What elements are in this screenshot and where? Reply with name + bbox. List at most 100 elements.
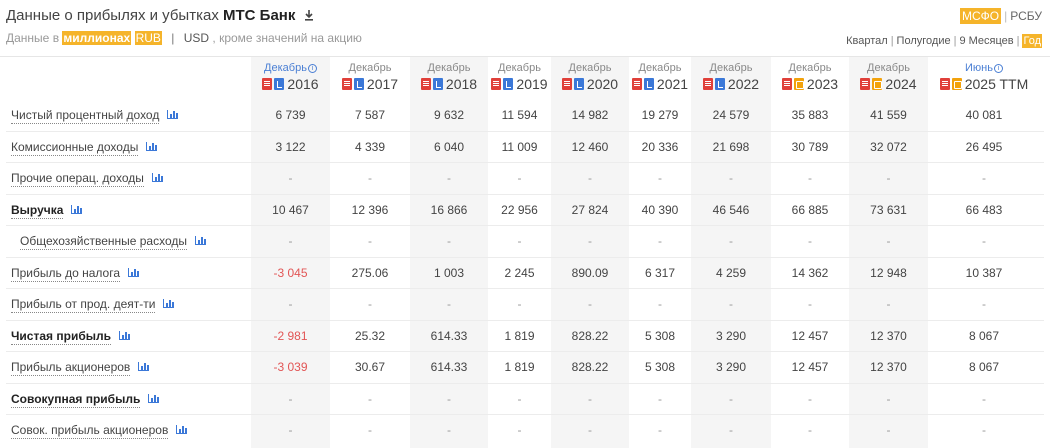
table-cell: - [729,423,733,437]
pdf-report-icon[interactable] [561,78,572,90]
row-label-text[interactable]: Прочие операц. доходы [11,171,144,187]
bar-chart-icon[interactable] [138,362,150,371]
units-scale-selector[interactable]: миллионах [62,31,132,45]
currency-rub-option[interactable]: RUB [134,31,162,45]
period-year-option[interactable]: Год [1022,34,1042,48]
pdf-report-icon[interactable] [341,78,352,90]
pdf-report-icon[interactable] [939,78,950,90]
pdf-report-icon[interactable] [262,78,273,90]
row-label-text[interactable]: Комиссионные доходы [11,139,139,156]
table-cell: 30.67 [354,360,386,374]
row-label-text[interactable]: Прибыль до налога [11,265,120,282]
row-label[interactable]: Прибыль от прод. деят-ти [11,288,175,320]
table-row: Чистый процентный доход 6 739 7 587 9 632 11… [0,99,1050,131]
table-cell: 4 259 [715,265,747,280]
bar-chart-icon[interactable] [128,267,139,277]
column-year: 2024 [849,75,928,93]
row-label-text[interactable]: Чистый процентный доход [11,108,160,124]
info-icon[interactable]: i [993,64,1003,73]
row-label-text[interactable]: Прибыль акционеров [11,360,131,376]
row-label[interactable]: Комиссионные доходы [11,131,158,163]
table-cell: 66 885 [791,202,829,217]
table-cell: 614.33 [430,328,468,343]
row-divider [6,351,1044,352]
row-label[interactable]: Общехозяйственные расходы [20,225,207,257]
row-label[interactable]: Выручка [11,194,83,226]
report-document-icon[interactable] [951,78,962,90]
table-cell: - [729,391,733,406]
table-cell: 11 594 [501,108,538,122]
row-label[interactable]: Совокупная прибыль [11,383,160,415]
table-cell: - [729,297,733,311]
spreadsheet-report-icon[interactable] [432,78,443,90]
pdf-report-icon[interactable] [781,78,792,90]
pdf-report-icon[interactable] [420,78,431,90]
table-cell: 21 698 [712,139,750,154]
column-header-2019: Декабрь 2019 [488,62,551,96]
report-document-icon[interactable] [793,78,804,90]
table-cell: - [982,171,986,185]
bar-chart-icon[interactable] [71,204,83,214]
table-cell: 6 040 [433,139,465,154]
table-cell: 828.22 [571,328,609,343]
period-half-option[interactable]: Полугодие [896,35,951,47]
bar-chart-icon[interactable] [151,173,163,182]
table-cell: 1 819 [504,328,535,343]
row-label-text[interactable]: Прибыль от прод. деят-ти [11,297,156,313]
column-header-2018: Декабрь 2018 [410,62,488,96]
column-year-text: 2019 [516,76,548,92]
spreadsheet-report-icon[interactable] [274,78,285,90]
pdf-report-icon[interactable] [491,78,502,90]
info-icon[interactable]: i [307,64,317,73]
spreadsheet-report-icon[interactable] [714,78,725,90]
row-label[interactable]: Чистый процентный доход [11,99,179,131]
spreadsheet-report-icon[interactable] [353,78,364,90]
currency-usd-option[interactable]: USD [183,31,210,45]
table-cell: 6 739 [275,108,306,122]
row-label-text[interactable]: Выручка [11,202,64,219]
row-label[interactable]: Прочие операц. доходы [11,162,163,194]
table-cell: - [288,234,293,248]
bar-chart-icon[interactable] [148,393,160,403]
row-label[interactable]: Чистая прибыль [11,320,130,352]
period-toggle: Квартал | Полугодие | 9 Месяцев | Год [846,34,1042,48]
spreadsheet-report-icon[interactable] [573,78,584,90]
table-cell: 8 067 [968,328,1000,343]
row-label-text[interactable]: Общехозяйственные расходы [20,234,188,250]
pdf-report-icon[interactable] [631,78,642,90]
row-label[interactable]: Совок. прибыль акционеров [11,414,188,446]
download-icon[interactable] [304,8,314,25]
table-cell: 32 072 [870,139,907,154]
report-document-icon[interactable] [872,78,883,90]
table-cell: 11 009 [501,139,538,154]
spreadsheet-report-icon[interactable] [503,78,514,90]
bar-chart-icon[interactable] [118,330,130,340]
column-year-text: 2021 [656,76,689,92]
spreadsheet-report-icon[interactable] [643,78,654,90]
standard-ras-option[interactable]: РСБУ [1010,9,1042,23]
column-period-label: Декабрь [638,62,682,74]
bar-chart-icon[interactable] [163,299,175,308]
bar-chart-icon[interactable] [167,110,179,119]
table-cell: - [517,171,522,185]
row-label-text[interactable]: Чистая прибыль [11,328,111,345]
table-cell: - [288,391,293,406]
bar-chart-icon[interactable] [176,425,188,434]
period-quarter-option[interactable]: Квартал [846,35,888,47]
table-cell: 16 866 [430,202,468,217]
table-cell: - [447,234,451,248]
row-label[interactable]: Прибыль акционеров [11,351,150,383]
table-cell: 30 789 [791,139,829,154]
table-cell: 6 317 [644,265,676,280]
bar-chart-icon[interactable] [146,141,158,151]
row-label-text[interactable]: Совок. прибыль акционеров [11,423,169,439]
bar-chart-icon[interactable] [195,236,207,245]
table-cell: - [808,423,812,437]
pdf-report-icon[interactable] [860,78,871,90]
row-label[interactable]: Прибыль до налога [11,257,139,289]
pdf-report-icon[interactable] [702,78,713,90]
period-9m-option[interactable]: 9 Месяцев [959,35,1014,47]
row-label-text[interactable]: Совокупная прибыль [11,391,141,408]
standard-ifrs-option[interactable]: МСФО [959,8,1002,24]
table-cell: - [368,391,372,406]
